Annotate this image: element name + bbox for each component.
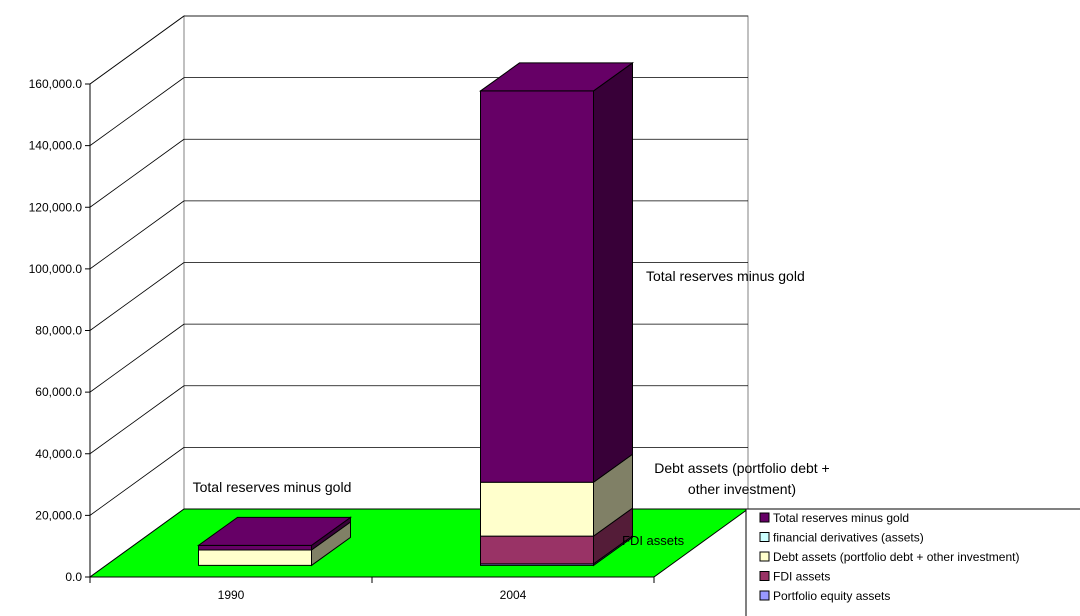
bar-1990-total-reserves-minus-gold	[198, 544, 312, 551]
annotation-2004-fdi: FDI assets	[622, 533, 685, 548]
chart-walls	[89, 15, 749, 578]
bar-1990-debt-assets-portfolio-debt-other-investment-	[198, 549, 312, 566]
bar-2004-fdi-assets	[480, 535, 594, 565]
y-tick-label: 0.0	[65, 570, 82, 584]
gridline-side	[89, 323, 185, 393]
bar-top	[478, 62, 635, 92]
y-tick-label: 160,000.0	[29, 77, 83, 91]
x-tick-label: 2004	[500, 588, 527, 602]
legend-box	[745, 508, 1080, 616]
gridline-side	[89, 15, 185, 85]
x-tick-label: 1990	[218, 588, 245, 602]
annotation-2004-debt-line2: other investment)	[688, 481, 796, 497]
bar-side	[593, 61, 633, 484]
legend-swatch	[759, 532, 770, 542]
y-tick-label: 100,000.0	[29, 262, 83, 276]
bars	[196, 61, 635, 567]
legend-item-label: FDI assets	[773, 570, 830, 584]
chart-gridlines	[89, 15, 748, 516]
y-tick-label: 20,000.0	[35, 508, 82, 522]
y-tick-label: 40,000.0	[35, 447, 82, 461]
annotation-2004-total-reserves: Total reserves minus gold	[646, 268, 805, 284]
gridline-side	[89, 138, 185, 208]
legend: Total reserves minus gold financial deriv…	[745, 508, 1080, 616]
y-tick-label: 140,000.0	[29, 139, 83, 153]
legend-item-label: Debt assets (portfolio debt + other inve…	[773, 550, 1019, 564]
gridline-side	[89, 200, 185, 270]
bar-top	[196, 516, 353, 546]
legend-item-label: Total reserves minus gold	[773, 511, 909, 525]
y-axis: 0.0 20,000.0 40,000.0 60,000.0 80,000.0 100,0…	[29, 77, 91, 584]
y-tick-label: 120,000.0	[29, 200, 83, 214]
gridline-side	[89, 77, 185, 146]
legend-item-label: Portfolio equity assets	[773, 589, 890, 603]
annotation-2004-debt-line1: Debt assets (portfolio debt +	[654, 460, 830, 476]
bar-2004-total-reserves-minus-gold	[480, 90, 594, 483]
legend-swatch	[759, 551, 770, 562]
legend-item-label: financial derivatives (assets)	[773, 531, 924, 545]
legend-swatch	[759, 590, 770, 601]
x-axis: 1990 2004	[89, 576, 655, 602]
bar-2004-debt-assets-portfolio-debt-other-investment-	[480, 481, 594, 537]
legend-swatch	[759, 571, 770, 581]
gridline-side	[89, 385, 185, 455]
y-tick-label: 60,000.0	[35, 385, 82, 399]
gridline-side	[89, 262, 185, 331]
annotation-1990-total-reserves: Total reserves minus gold	[193, 479, 352, 495]
legend-swatch	[759, 512, 770, 523]
gridline-side	[89, 447, 185, 516]
y-tick-label: 80,000.0	[35, 324, 82, 338]
